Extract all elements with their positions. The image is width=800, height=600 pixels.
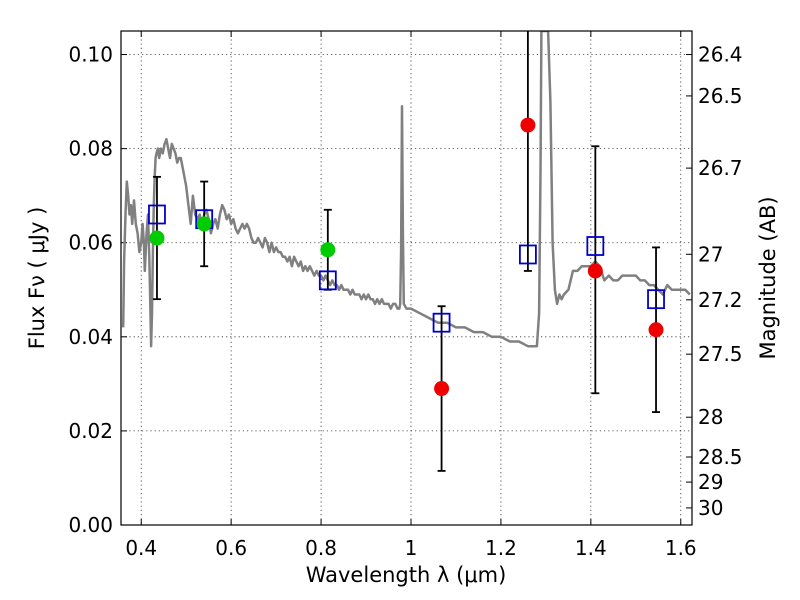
- model-square-marker: [318, 270, 337, 291]
- model-square-marker: [518, 244, 537, 265]
- y-tick-label: 0.06: [68, 231, 113, 255]
- low-sn-point: [587, 263, 603, 279]
- plot-frame: [120, 30, 693, 526]
- model-square-marker: [586, 236, 605, 256]
- plot-area: [121, 31, 691, 472]
- y-axis-ticks: 0.00 0.02 0.04 0.06 0.08 0.10: [68, 43, 127, 537]
- x-tick-label: 1.2: [485, 536, 517, 560]
- model-square-marker: [432, 312, 451, 333]
- x-tick-label: 0.6: [215, 536, 247, 560]
- magnitude-tick-label: 27: [698, 242, 723, 266]
- low-sn-point: [520, 117, 536, 133]
- y-tick-label: 0.08: [68, 137, 113, 161]
- magnitude-tick-label: 28: [698, 405, 723, 429]
- grid: [121, 31, 692, 526]
- magnitude-tick-label: 26.4: [698, 43, 743, 67]
- x-tick-label: 1.4: [575, 536, 607, 560]
- model-square-marker: [148, 204, 166, 225]
- magnitude-tick-label: 26.7: [698, 156, 743, 180]
- detection-point: [196, 216, 212, 232]
- y-axis-label: Flux Fν ( μJy ): [25, 207, 49, 350]
- magnitude-tick-label: 27.2: [698, 288, 743, 312]
- detection-point: [320, 242, 336, 258]
- y-tick-label: 0.02: [68, 419, 113, 443]
- x-tick-label: 0.4: [125, 536, 157, 560]
- y-tick-label: 0.04: [68, 325, 113, 349]
- low-sn-point: [434, 381, 450, 397]
- y-tick-label: 0.10: [68, 43, 113, 67]
- model-square-marker: [647, 289, 665, 310]
- magnitude-tick-label: 27.5: [698, 342, 743, 366]
- sed-template-line: [121, 31, 691, 348]
- y-tick-label: 0.00: [68, 513, 113, 537]
- magnitude-tick-label: 29: [698, 470, 723, 494]
- magnitude-tick-label: 30: [698, 496, 723, 520]
- magnitude-tick-label: 26.5: [698, 84, 743, 108]
- x-axis-ticks: 0.4 0.6 0.8 1 1.2 1.4 1.6: [125, 31, 697, 560]
- magnitude-axis-label: Magnitude (AB): [756, 196, 780, 359]
- x-axis-label: Wavelength λ (μm): [306, 563, 507, 587]
- detection-point: [149, 230, 165, 246]
- magnitude-tick-label: 28.5: [698, 445, 743, 469]
- x-tick-label: 1: [405, 536, 418, 560]
- x-tick-label: 0.8: [305, 536, 337, 560]
- x-tick-label: 1.6: [665, 536, 697, 560]
- low-sn-point: [648, 322, 664, 338]
